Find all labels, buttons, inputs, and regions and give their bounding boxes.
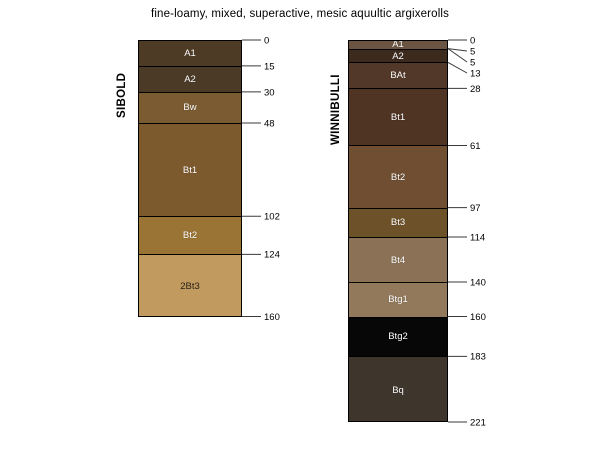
profile-name-winnibulli: WINNIBULLI — [330, 74, 342, 145]
horizon-label: A2 — [392, 50, 404, 62]
depth-tick-label: 5 — [470, 57, 475, 68]
horizon-label: Bt2 — [390, 171, 406, 183]
depth-tick-line — [447, 48, 468, 52]
horizon-a2: A2 — [349, 49, 447, 64]
horizon-label: Btg2 — [388, 331, 408, 343]
horizon-bt1: Bt1 — [349, 89, 447, 147]
horizon-bt1: Bt1 — [139, 123, 241, 218]
horizon-a1: A1 — [349, 41, 447, 50]
horizon-label: Bt3 — [390, 217, 406, 229]
depth-tick-label: 28 — [470, 84, 481, 95]
horizon-label: A2 — [184, 73, 196, 85]
horizon-label: BAt — [390, 70, 406, 82]
horizon-bat: BAt — [349, 63, 447, 90]
horizon-a1: A1 — [139, 41, 241, 67]
page-title: fine-loamy, mixed, superactive, mesic aq… — [150, 8, 449, 20]
depth-tick-label: 140 — [470, 277, 486, 288]
horizon-2bt3: 2Bt3 — [139, 255, 241, 316]
profile-column-winnibulli: A1 A2 BAt Bt1 Bt2 Bt3 Bt4 Btg1 Btg2 Bq — [348, 40, 448, 422]
horizon-btg1: Btg1 — [349, 282, 447, 318]
depth-tick-label: 13 — [470, 68, 481, 79]
depth-tick-label: 0 — [264, 35, 269, 46]
depth-tick-label: 0 — [470, 35, 475, 46]
horizon-label: A1 — [392, 41, 404, 50]
depth-tick-label: 221 — [470, 417, 486, 428]
depth-tick-label: 160 — [264, 312, 280, 323]
depth-tick-label: 97 — [470, 203, 481, 214]
horizon-btg2: Btg2 — [349, 317, 447, 358]
depth-tick-label: 124 — [264, 250, 280, 261]
horizon-label: Bq — [392, 384, 404, 396]
horizon-bw: Bw — [139, 92, 241, 124]
horizon-bq: Bq — [349, 357, 447, 421]
horizon-label: Bw — [183, 102, 197, 114]
depth-tick-line — [447, 62, 468, 74]
horizon-label: A1 — [184, 47, 196, 59]
depth-tick-label: 15 — [264, 61, 275, 72]
depth-tick-label: 48 — [264, 118, 275, 129]
horizon-bt4: Bt4 — [349, 238, 447, 283]
depth-tick-label: 102 — [264, 212, 280, 223]
depth-tick-label: 30 — [264, 87, 275, 98]
depth-tick-label: 160 — [470, 312, 486, 323]
horizon-label: Bt2 — [182, 230, 198, 242]
profile-column-sibold: A1 A2 Bw Bt1 Bt2 2Bt3 — [138, 40, 242, 317]
depth-tick-label: 5 — [470, 46, 475, 57]
depth-tick-label: 114 — [470, 232, 485, 243]
horizon-label: Bt4 — [390, 254, 406, 266]
depth-tick-label: 61 — [470, 141, 481, 152]
horizon-bt2: Bt2 — [139, 217, 241, 256]
depth-tick-line — [447, 48, 468, 63]
depth-tick-label: 183 — [470, 352, 486, 363]
horizon-a2: A2 — [139, 66, 241, 93]
profile-name-sibold: SIBOLD — [116, 72, 128, 118]
horizon-label: Btg1 — [388, 294, 408, 306]
horizon-label: Bt1 — [390, 111, 406, 123]
horizon-bt3: Bt3 — [349, 208, 447, 239]
horizon-label: 2Bt3 — [180, 280, 200, 292]
horizon-label: Bt1 — [182, 164, 198, 176]
horizon-bt2: Bt2 — [349, 146, 447, 209]
